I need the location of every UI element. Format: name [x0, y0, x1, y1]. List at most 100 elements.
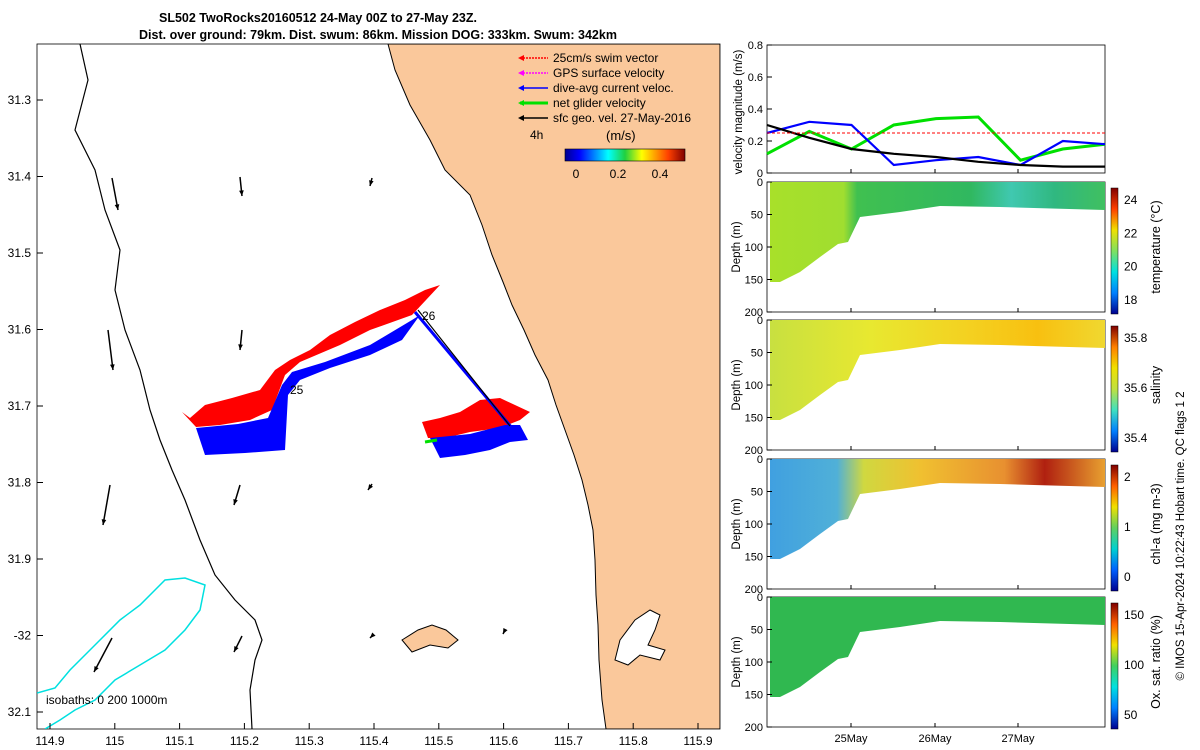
colorbar-tick-label: 20 [1124, 260, 1138, 274]
geo-arrow-head [238, 344, 243, 350]
depth-tick-label: 100 [745, 380, 763, 392]
colorbar-tick-label: 2 [1124, 470, 1131, 484]
legend-arrowhead [518, 70, 524, 76]
temperature-field [770, 182, 1105, 282]
current-vectors [196, 315, 420, 455]
depth-tick-label: 100 [745, 657, 763, 669]
depth-tick-label: 200 [745, 584, 763, 596]
isobath-1000m [74, 44, 263, 729]
velocity-line [766, 123, 1105, 168]
legend-arrowhead [518, 115, 524, 121]
colorbar-tick-label: 0 [573, 167, 580, 181]
depth-tick-label: 100 [745, 519, 763, 531]
colorbar-label: chl-a (mg m-3) [1149, 483, 1163, 564]
figure-title-line2: Dist. over ground: 79km. Dist. swum: 86k… [139, 28, 617, 42]
legend-label: dive-avg current veloc. [553, 81, 674, 95]
legend-label: GPS surface velocity [553, 66, 664, 80]
section-colorbar [1110, 187, 1119, 315]
geo-arrow-head [370, 632, 376, 638]
y-tick-label: 0.6 [748, 72, 763, 84]
speed-colorbar [564, 148, 686, 162]
velocity-line [766, 120, 1106, 167]
y-tick-label: 0.8 [748, 40, 763, 52]
depth-axis-label: Depth (m) [731, 359, 743, 410]
legend-arrowhead [518, 100, 524, 106]
y-tick-label: 0.2 [748, 136, 763, 148]
coastline-inlet [614, 609, 666, 666]
land-mass [387, 44, 720, 729]
current-vectors-east [430, 425, 528, 458]
colorbar-tick-label: 18 [1124, 293, 1138, 307]
colorbar-tick-label: 1 [1124, 520, 1131, 534]
isobath-200m [37, 577, 206, 729]
velocity-ylabel: velocity magnitude (m/s) [733, 50, 745, 175]
geo-arrow-head [369, 180, 374, 186]
geo-arrow [102, 484, 111, 526]
geo-arrow-head [101, 519, 107, 525]
depth-tick-label: 200 [745, 722, 763, 734]
colorbar-tick-label: 35.4 [1124, 431, 1148, 445]
velocity-frame [766, 44, 1106, 174]
legend-label: net glider velocity [553, 96, 646, 110]
x-tick-label: 115.7 [554, 734, 583, 748]
x-tick-label: 115 [105, 734, 124, 748]
day-label-26: 26 [422, 309, 436, 323]
geo-arrow-head [234, 646, 239, 652]
x-tick-label: 114.9 [35, 734, 64, 748]
depth-tick-label: 200 [745, 445, 763, 457]
velocity-series [766, 115, 1106, 168]
depth-tick-label: 150 [745, 275, 763, 287]
oxygen-field [770, 597, 1105, 697]
glider-track [182, 285, 530, 458]
geo-arrow-head [109, 364, 115, 370]
map-x-ticks: 114.9 115 115.1 115.2 115.3 115.4 115.5 115.6 11… [35, 723, 713, 748]
geo-arrow-head [114, 204, 120, 210]
x-tick-label: 115.8 [619, 734, 648, 748]
depth-axis-label: Depth (m) [731, 498, 743, 549]
section-colorbar [1110, 464, 1119, 592]
section-axes: 0 50 100 150 200 Depth (m) 0 50 100 150 200 Depth (… [731, 177, 772, 734]
geo-velocity-arrows [93, 176, 508, 673]
y-tick-label: 32.1 [8, 705, 32, 719]
day-label-25: 25 [290, 383, 304, 397]
y-tick-label: 31.6 [8, 323, 32, 337]
colorbar-tick-label: 0.4 [652, 167, 669, 181]
salinity-panel [766, 319, 1106, 451]
map-y-ticks: 31.3 31.4 31.5 31.6 31.7 31.8 31.9 -32 32.1 [8, 93, 43, 719]
geo-arrow-head [94, 666, 99, 672]
colorbar-tick-label: 35.8 [1124, 331, 1148, 345]
net-velocity-arrow [424, 438, 438, 444]
depth-tick-label: 0 [757, 592, 763, 604]
geo-arrow-head [239, 190, 244, 196]
isobaths-label: isobaths: 0 200 1000m [46, 693, 167, 707]
temperature-panel [766, 181, 1106, 313]
copyright-note: © IMOS 15-Apr-2024 10:22:43 Hobart time.… [1175, 391, 1187, 680]
legend-label: sfc geo. vel. 27-May-2016 [553, 111, 691, 125]
depth-tick-label: 150 [745, 413, 763, 425]
y-tick-label: -32 [14, 629, 32, 643]
geo-arrow [93, 637, 113, 673]
colorbar-tick-label: 0 [1124, 570, 1131, 584]
colorbar-tick-label: 150 [1124, 608, 1144, 622]
colorbar-tick-label: 35.6 [1124, 381, 1148, 395]
depth-axis-label: Depth (m) [731, 221, 743, 272]
depth-tick-label: 0 [757, 315, 763, 327]
date-tick-label: 27May [1001, 733, 1035, 745]
y-tick-label: 31.5 [8, 246, 32, 260]
legend-arrowhead [518, 85, 524, 91]
y-tick-label: 31.4 [8, 170, 32, 184]
velocity-line [766, 115, 1106, 162]
legend-arrowhead [518, 55, 524, 61]
geo-arrow-head [233, 499, 238, 505]
island [401, 624, 459, 653]
y-tick-label: 31.7 [8, 399, 32, 413]
depth-tick-label: 0 [757, 454, 763, 466]
x-tick-label: 115.2 [230, 734, 259, 748]
legend-label: 25cm/s swim vector [553, 51, 658, 65]
transect-line-black [417, 309, 511, 427]
chla-panel [766, 458, 1106, 590]
x-tick-label: 115.4 [359, 734, 388, 748]
depth-tick-label: 50 [751, 348, 763, 360]
